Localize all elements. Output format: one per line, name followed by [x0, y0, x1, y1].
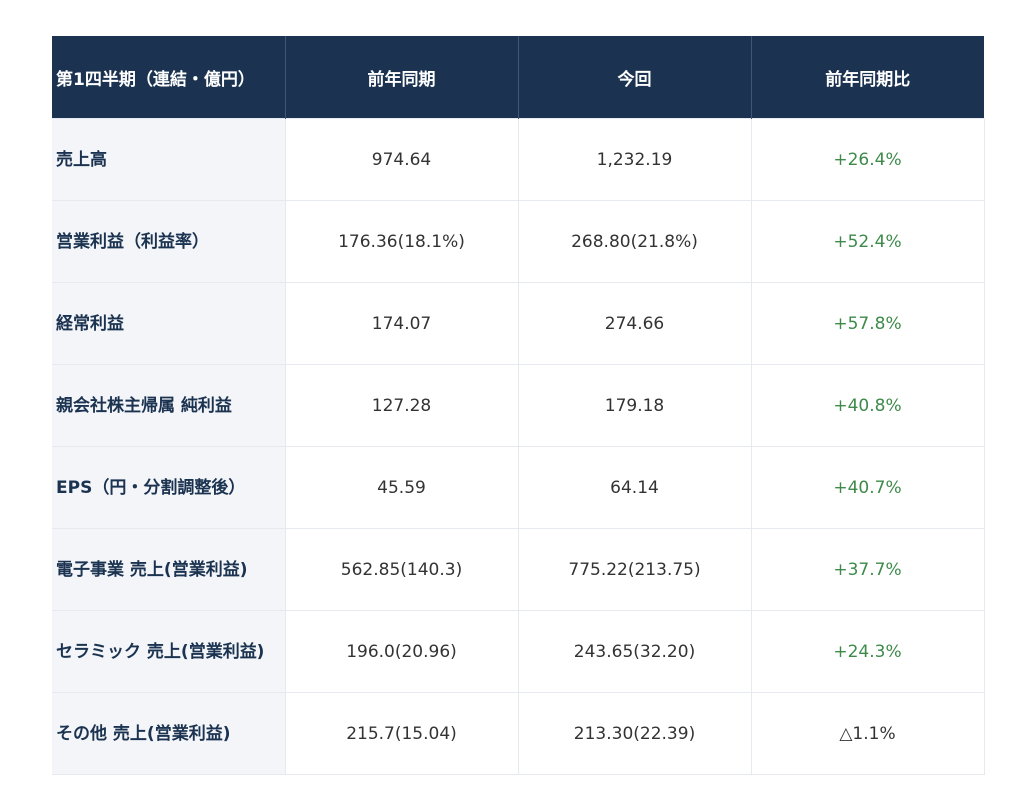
current-value: 243.65(32.20) — [517, 610, 751, 693]
change-value: +26.4% — [750, 118, 985, 201]
change-value: +40.7% — [750, 446, 985, 529]
current-value: 179.18 — [517, 364, 751, 447]
earnings-table: 第1四半期（連結・億円） 前年同期 今回 前年同期比 売上高 974.64 1,… — [52, 36, 985, 775]
header-yoy-change: 前年同期比 — [750, 36, 984, 119]
current-value: 775.22(213.75) — [517, 528, 751, 611]
header-previous-period: 前年同期 — [284, 36, 518, 119]
table-row: 売上高 974.64 1,232.19 +26.4% — [52, 118, 985, 201]
previous-value: 127.28 — [284, 364, 518, 447]
header-current-period: 今回 — [517, 36, 751, 119]
table-row: 経常利益 174.07 274.66 +57.8% — [52, 282, 985, 365]
row-label: 親会社株主帰属 純利益 — [52, 364, 285, 447]
change-value: +52.4% — [750, 200, 985, 283]
previous-value: 215.7(15.04) — [284, 692, 518, 775]
row-label: 営業利益（利益率） — [52, 200, 285, 283]
change-value: +40.8% — [750, 364, 985, 447]
previous-value: 176.36(18.1%) — [284, 200, 518, 283]
previous-value: 196.0(20.96) — [284, 610, 518, 693]
row-label: 経常利益 — [52, 282, 285, 365]
row-label: 電子事業 売上(営業利益) — [52, 528, 285, 611]
change-value: +37.7% — [750, 528, 985, 611]
previous-value: 974.64 — [284, 118, 518, 201]
table-row: 親会社株主帰属 純利益 127.28 179.18 +40.8% — [52, 364, 985, 447]
change-value: △1.1% — [750, 692, 985, 775]
change-value: +57.8% — [750, 282, 985, 365]
current-value: 274.66 — [517, 282, 751, 365]
table-row: 電子事業 売上(営業利益) 562.85(140.3) 775.22(213.7… — [52, 528, 985, 611]
change-value: +24.3% — [750, 610, 985, 693]
table-row: 営業利益（利益率） 176.36(18.1%) 268.80(21.8%) +5… — [52, 200, 985, 283]
previous-value: 174.07 — [284, 282, 518, 365]
table-row: その他 売上(営業利益) 215.7(15.04) 213.30(22.39) … — [52, 692, 985, 775]
current-value: 268.80(21.8%) — [517, 200, 751, 283]
row-label: 売上高 — [52, 118, 285, 201]
row-label: その他 売上(営業利益) — [52, 692, 285, 775]
previous-value: 45.59 — [284, 446, 518, 529]
table-header-row: 第1四半期（連結・億円） 前年同期 今回 前年同期比 — [52, 36, 984, 119]
current-value: 1,232.19 — [517, 118, 751, 201]
header-category: 第1四半期（連結・億円） — [52, 36, 285, 119]
previous-value: 562.85(140.3) — [284, 528, 518, 611]
current-value: 213.30(22.39) — [517, 692, 751, 775]
table-row: EPS（円・分割調整後） 45.59 64.14 +40.7% — [52, 446, 985, 529]
table-row: セラミック 売上(営業利益) 196.0(20.96) 243.65(32.20… — [52, 610, 985, 693]
row-label: セラミック 売上(営業利益) — [52, 610, 285, 693]
current-value: 64.14 — [517, 446, 751, 529]
row-label: EPS（円・分割調整後） — [52, 446, 285, 529]
